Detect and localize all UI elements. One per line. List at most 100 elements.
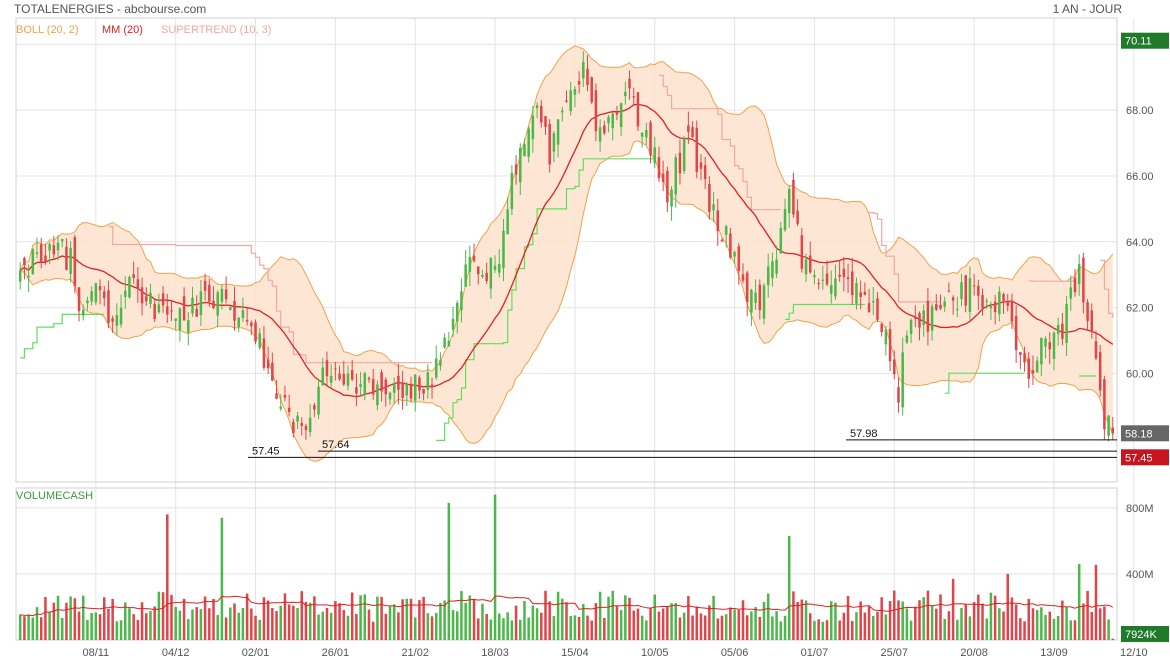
candle <box>615 105 619 121</box>
candle-body <box>392 383 396 393</box>
candle-body <box>65 246 68 270</box>
candle <box>724 224 728 248</box>
volume-bar <box>493 494 497 640</box>
volume-bar <box>304 601 308 640</box>
candle <box>800 227 804 273</box>
candle-body <box>766 266 770 286</box>
volume-bar <box>514 605 518 640</box>
volume-bar <box>166 514 169 640</box>
candle-body <box>703 165 707 179</box>
candle <box>779 221 783 254</box>
candle <box>645 122 648 146</box>
candle <box>745 270 749 316</box>
volume-bar <box>250 608 253 640</box>
candle-body <box>787 189 791 214</box>
volume-bar <box>1069 620 1073 640</box>
x-tick-label: 10/05 <box>641 647 669 659</box>
candle-body <box>926 300 930 332</box>
volume-bar <box>893 590 896 640</box>
candle-body <box>745 272 749 302</box>
volume-bar <box>498 613 501 640</box>
volume-bar <box>754 607 757 640</box>
candle-body <box>611 113 614 129</box>
volume-bar <box>565 602 568 640</box>
candle <box>460 278 463 323</box>
candle <box>619 102 623 136</box>
candle <box>666 166 669 213</box>
candle-body <box>1019 352 1022 356</box>
candle-body <box>271 362 274 381</box>
volume-bar <box>918 600 921 640</box>
volume-bar <box>863 612 867 640</box>
candle-body <box>208 284 211 302</box>
candle-body <box>981 294 984 309</box>
candle <box>476 266 480 285</box>
support-label: 57.45 <box>252 445 280 457</box>
candle <box>329 364 333 389</box>
volume-bar <box>708 605 711 640</box>
candle <box>720 238 724 242</box>
volume-bar <box>1048 611 1052 640</box>
moving-average-line <box>19 103 1114 398</box>
candle <box>502 218 505 282</box>
candle <box>52 236 56 259</box>
candle <box>250 320 253 336</box>
candle <box>77 287 81 322</box>
volume-bar <box>237 612 240 640</box>
candle <box>640 132 644 148</box>
candle <box>233 286 236 331</box>
candle <box>300 417 304 436</box>
volume-bar <box>729 607 732 640</box>
volume-bar <box>1027 598 1031 640</box>
candle-body <box>300 422 304 426</box>
candle <box>611 112 614 141</box>
candle-body <box>846 277 850 280</box>
volume-bar <box>476 618 480 640</box>
candle <box>149 283 152 309</box>
candle-body <box>624 91 627 97</box>
volume-bar <box>325 608 329 640</box>
volume-tick-label: 400M <box>1126 569 1154 581</box>
volume-bar <box>1040 607 1043 640</box>
volume-bar <box>914 606 917 640</box>
chart-title: TOTALENERGIES - abcbourse.com <box>14 2 207 16</box>
candle-body <box>825 273 829 285</box>
volume-bar <box>203 596 207 640</box>
candle <box>624 81 627 105</box>
volume-bar <box>329 612 333 640</box>
candle-body <box>792 179 795 215</box>
volume-bar <box>867 606 871 640</box>
candle-body <box>145 296 148 302</box>
x-tick-label: 20/08 <box>960 647 988 659</box>
candle <box>838 260 841 282</box>
volume-value-badge: 7924K <box>1125 629 1157 641</box>
candle-body <box>102 291 106 299</box>
candle-body <box>1035 360 1039 373</box>
candle <box>972 273 976 296</box>
candle <box>708 176 711 220</box>
candle <box>481 269 484 279</box>
legend-boll: BOLL (20, 2) <box>16 24 79 36</box>
volume-bar <box>460 591 463 640</box>
candle-body <box>893 359 896 375</box>
candle <box>60 238 64 248</box>
volume-bar <box>48 612 51 640</box>
candle <box>182 287 186 321</box>
x-tick-label: 21/02 <box>401 647 429 659</box>
candle-body <box>35 252 39 254</box>
volume-bar <box>254 615 257 640</box>
x-tick-label: 18/03 <box>481 647 509 659</box>
candle-body <box>136 279 140 289</box>
candle <box>523 138 526 157</box>
candle-body <box>182 296 186 321</box>
candle <box>90 286 93 306</box>
volume-bar <box>157 591 161 640</box>
volume-bar <box>804 600 808 640</box>
candle <box>468 245 472 287</box>
candle-body <box>783 208 787 231</box>
period-label[interactable]: 1 AN - JOUR <box>1052 2 1122 16</box>
candle <box>737 243 741 285</box>
candle-body <box>380 372 383 392</box>
volume-bar <box>930 605 934 640</box>
volume-bar <box>796 602 799 640</box>
